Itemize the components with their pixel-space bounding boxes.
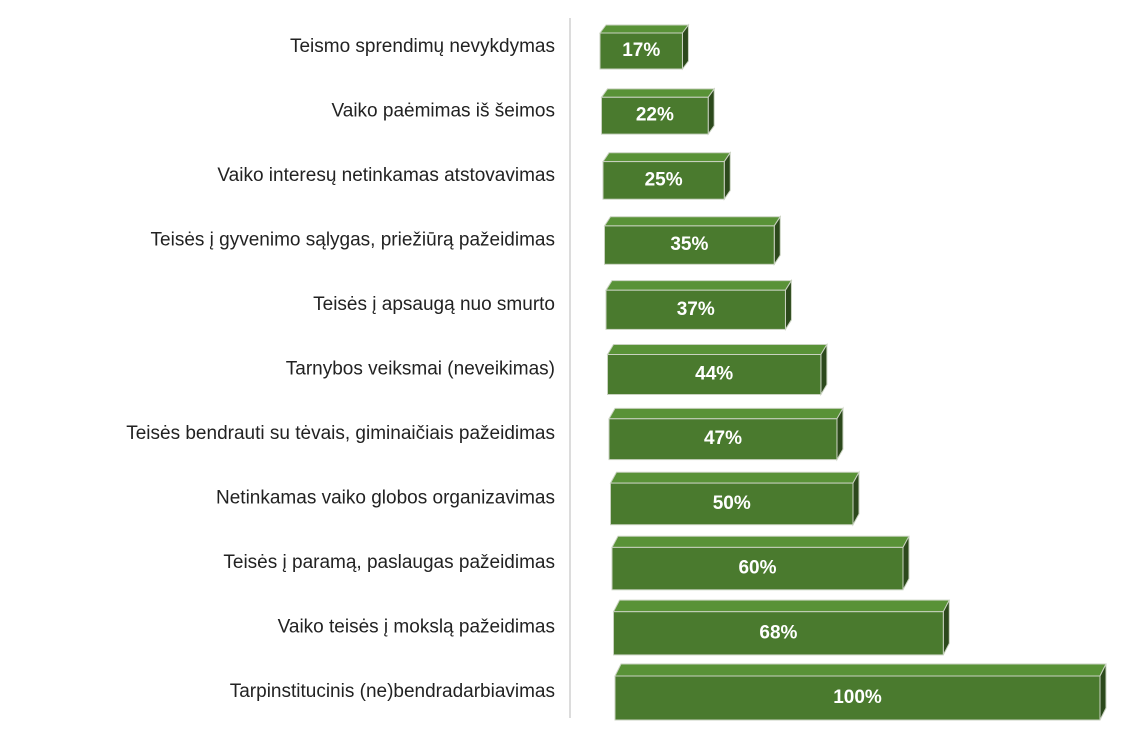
value-label: 35% bbox=[670, 234, 708, 255]
value-label: 47% bbox=[704, 428, 742, 449]
value-label: 25% bbox=[645, 169, 683, 190]
value-label: 37% bbox=[677, 299, 715, 320]
value-label: 17% bbox=[622, 40, 660, 61]
bar-side bbox=[773, 215, 781, 266]
bar-top bbox=[611, 535, 910, 548]
value-label: 50% bbox=[713, 493, 751, 514]
bar-top bbox=[600, 88, 716, 98]
category-label: Netinkamas vaiko globos organizavimas bbox=[216, 488, 555, 509]
bar-top bbox=[605, 280, 793, 291]
bar-top bbox=[602, 152, 732, 163]
bar-top bbox=[614, 663, 1107, 677]
bar-top bbox=[609, 471, 860, 484]
bar bbox=[613, 611, 944, 656]
value-label: 22% bbox=[636, 105, 674, 126]
bar bbox=[605, 289, 786, 330]
category-label: Teismo sprendimų nevykdymas bbox=[290, 36, 555, 57]
bar-top bbox=[603, 216, 782, 227]
category-label: Teisės į gyvenimo sąlygas, priežiūrą paž… bbox=[151, 230, 555, 251]
bar bbox=[608, 418, 838, 461]
category-label: Vaiko teisės į mokslą pažeidimas bbox=[278, 617, 555, 638]
bar-top bbox=[606, 344, 828, 355]
category-label: Teisės į paramą, paslaugas pažeidimas bbox=[223, 552, 555, 573]
bar-top bbox=[608, 407, 844, 420]
category-label: Vaiko paėmimas iš šeimos bbox=[331, 101, 555, 122]
bar-side bbox=[723, 151, 731, 201]
bar bbox=[599, 32, 683, 70]
category-label: Tarpinstitucinis (ne)bendradarbiavimas bbox=[230, 681, 555, 702]
bar-side bbox=[707, 87, 715, 136]
bar bbox=[614, 675, 1101, 721]
value-label: 68% bbox=[759, 622, 797, 643]
value-label: 60% bbox=[738, 558, 776, 579]
bar-side bbox=[681, 23, 689, 71]
bar-top bbox=[612, 599, 951, 613]
bar-side bbox=[784, 278, 792, 332]
value-label: 44% bbox=[695, 364, 733, 385]
category-label: Teisės bendrauti su tėvais, giminaičiais… bbox=[126, 423, 555, 444]
value-label: 100% bbox=[833, 687, 882, 708]
bar bbox=[607, 354, 822, 395]
bar bbox=[604, 225, 775, 265]
category-label: Vaiko interesų netinkamas atstovavimas bbox=[217, 165, 555, 186]
bar-top bbox=[599, 24, 690, 34]
bar bbox=[611, 546, 904, 591]
bar bbox=[602, 161, 725, 200]
bar bbox=[601, 96, 709, 135]
bar bbox=[610, 482, 854, 526]
category-label: Tarnybos veiksmai (neveikimas) bbox=[286, 359, 555, 380]
category-label: Teisės į apsaugą nuo smurto bbox=[313, 294, 555, 315]
